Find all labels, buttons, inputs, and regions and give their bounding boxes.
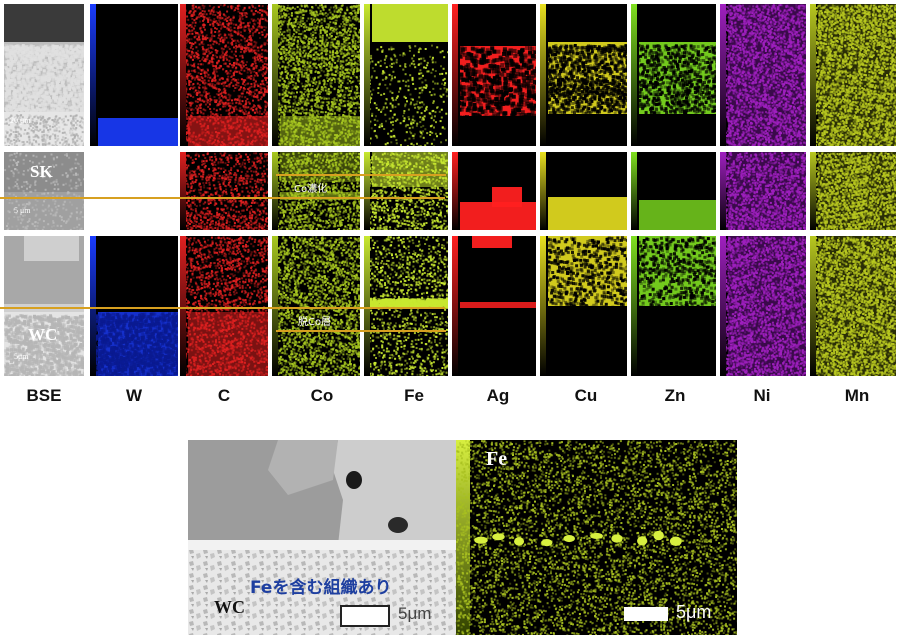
map-zn-row1 <box>631 4 716 146</box>
colorbar-c <box>180 236 186 376</box>
fe-element-label: Fe <box>486 448 507 471</box>
map-c-row3 <box>180 236 268 376</box>
map-mn-row3 <box>810 236 896 376</box>
colorbar-w <box>90 4 96 146</box>
map-ni-row2 <box>720 152 806 230</box>
detail-scale-bar-left <box>340 605 390 627</box>
colorbar-fe <box>364 152 370 230</box>
column-label-mn: Mn <box>817 386 897 406</box>
co-depleted-annotation: 脱Co層 <box>298 313 331 328</box>
map-ag-row2 <box>452 152 536 230</box>
map-c-row2 <box>180 152 268 230</box>
co-enrichment-annotation: Co濃化 <box>294 180 327 195</box>
map-fe-row3 <box>364 236 448 376</box>
map-w-row1 <box>90 4 178 146</box>
colorbar-zn <box>631 152 637 230</box>
colorbar-zn <box>631 236 637 376</box>
map-w-row3 <box>90 236 178 376</box>
colorbar-co <box>272 4 278 146</box>
map-ni-row1 <box>720 4 806 146</box>
column-label-ni: Ni <box>722 386 802 406</box>
top-scale-label: 20 μm <box>10 116 31 125</box>
map-zn-row3 <box>631 236 716 376</box>
colorbar-fe <box>364 236 370 376</box>
colorbar-mn <box>810 152 816 230</box>
interface-line-1 <box>0 197 445 199</box>
map-ag-row1 <box>452 4 536 146</box>
co-enriched-top-line <box>276 174 446 176</box>
interface-line-2 <box>0 307 445 309</box>
colorbar-c <box>180 152 186 230</box>
column-label-bse: BSE <box>4 386 84 406</box>
colorbar-mn <box>810 236 816 376</box>
fe-scale-label: 5μm <box>676 602 711 623</box>
column-label-w: W <box>94 386 174 406</box>
map-mn-row2 <box>810 152 896 230</box>
middle-material-label: SK <box>30 162 53 182</box>
column-label-ag: Ag <box>458 386 538 406</box>
colorbar-ag <box>452 152 458 230</box>
colorbar-ni <box>720 152 726 230</box>
colorbar-ag <box>452 236 458 376</box>
map-cu-row2 <box>540 152 627 230</box>
map-mn-row1 <box>810 4 896 146</box>
colorbar-cu <box>540 152 546 230</box>
map-cu-row3 <box>540 236 627 376</box>
co-depleted-bottom-line <box>276 330 446 332</box>
map-c-row1 <box>180 4 268 146</box>
map-cu-row1 <box>540 4 627 146</box>
colorbar-cu <box>540 4 546 146</box>
map-ni-row3 <box>720 236 806 376</box>
colorbar-co <box>272 236 278 376</box>
column-label-co: Co <box>282 386 362 406</box>
column-label-c: C <box>184 386 264 406</box>
bse-detail-image <box>188 440 458 635</box>
map-zn-row2 <box>631 152 716 230</box>
map-bse-row1 <box>4 4 84 146</box>
colorbar-ni <box>720 236 726 376</box>
detail-material-label: WC <box>214 597 245 618</box>
colorbar-w <box>90 236 96 376</box>
fe-detail-panel: Fe 5μm <box>456 440 737 635</box>
colorbar-c <box>180 4 186 146</box>
map-co-row1 <box>272 4 360 146</box>
map-ag-row3 <box>452 236 536 376</box>
eds-map-grid: 20 μm SK 5 μm WC 5μm Co濃化脱Co層 <box>0 4 896 376</box>
map-bse-row2 <box>4 152 84 230</box>
map-fe-row1 <box>364 4 448 146</box>
column-label-cu: Cu <box>546 386 626 406</box>
colorbar-ag <box>452 4 458 146</box>
lower-scale-label: 5μm <box>14 352 29 361</box>
colorbar-ni <box>720 4 726 146</box>
column-label-zn: Zn <box>635 386 715 406</box>
middle-scale-label: 5 μm <box>14 206 31 215</box>
colorbar-co <box>272 152 278 230</box>
colorbar-mn <box>810 4 816 146</box>
fe-scale-bar <box>624 607 668 621</box>
lower-material-label: WC <box>28 325 57 345</box>
detail-scale-label-left: 5μm <box>398 604 431 624</box>
colorbar-fe <box>364 4 370 146</box>
column-label-fe: Fe <box>374 386 454 406</box>
colorbar-cu <box>540 236 546 376</box>
map-fe-row2 <box>364 152 448 230</box>
colorbar-zn <box>631 4 637 146</box>
map-co-row3 <box>272 236 360 376</box>
fe-detail-map <box>456 440 737 635</box>
bse-detail-panel: WC Feを含む組織あり 5μm <box>188 440 458 635</box>
detail-note: Feを含む組織あり <box>250 573 391 598</box>
